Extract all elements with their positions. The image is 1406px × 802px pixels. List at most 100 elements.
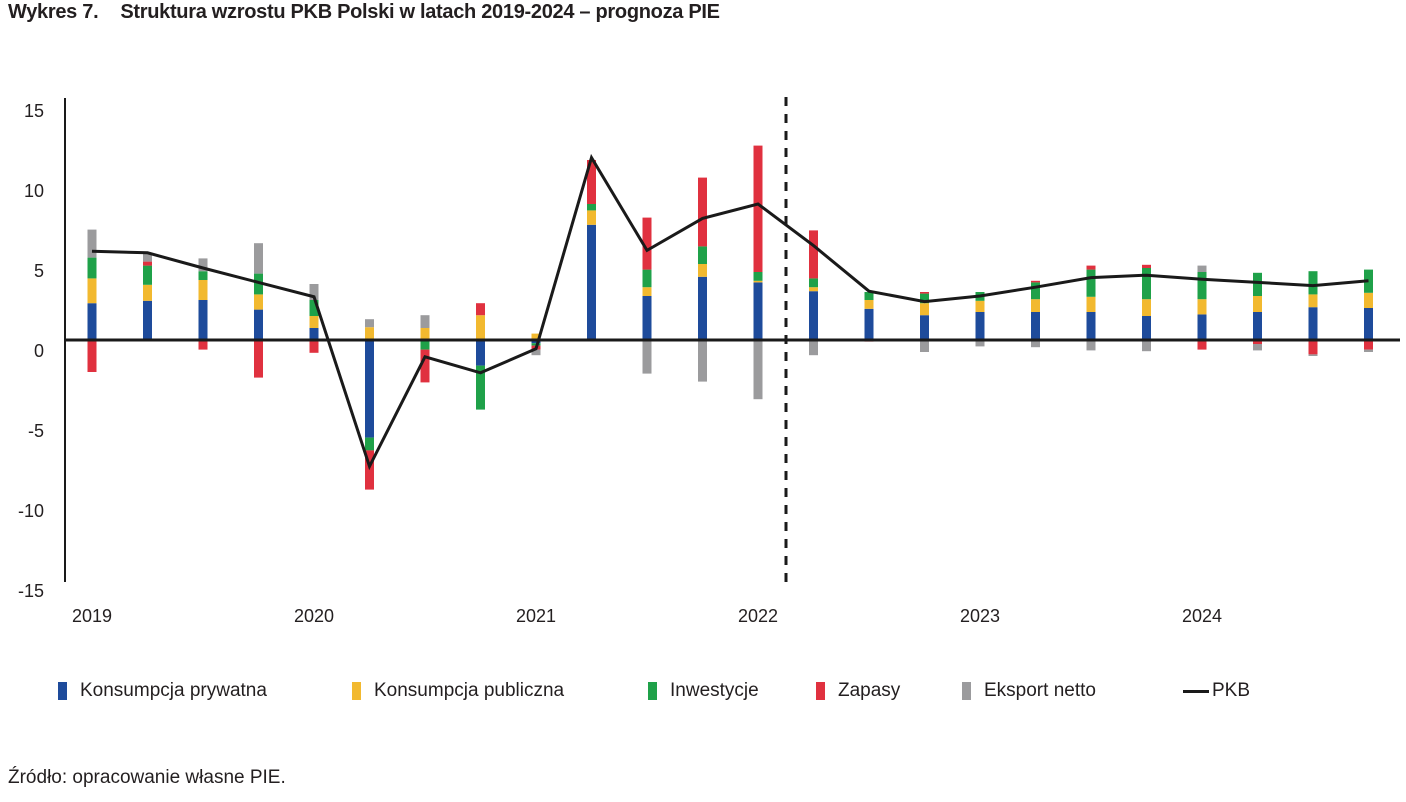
- bar-eksport-netto-2020Q2: [365, 319, 374, 328]
- legend-label: PKB: [1212, 680, 1251, 701]
- bar-stack-2023Q2: [1031, 280, 1040, 348]
- bar-konsumpcja-publiczna-2020Q2: [365, 327, 374, 340]
- bar-inwestycje-2022Q4: [920, 293, 929, 304]
- bar-stack-2021Q2: [587, 160, 596, 340]
- bar-stack-2019Q4: [254, 243, 263, 378]
- bar-eksport-netto-2021Q4: [698, 340, 707, 382]
- legend: Konsumpcja prywatna Konsumpcja publiczna…: [0, 680, 1406, 706]
- bar-inwestycje-2024Q3: [1308, 271, 1318, 295]
- bar-inwestycje-2024Q1: [1197, 272, 1207, 300]
- legend-swatch-grey: [962, 682, 971, 700]
- figure-number: Wykres 7.: [8, 1, 99, 23]
- bar-konsumpcja-publiczna-2020Q4: [476, 315, 485, 340]
- legend-item-konsumpcja-publiczna: Konsumpcja publiczna: [352, 680, 564, 702]
- legend-label: Eksport netto: [984, 680, 1096, 701]
- y-tick-label: -15: [18, 581, 44, 601]
- bar-eksport-netto-2024Q3: [1308, 354, 1318, 356]
- bar-konsumpcja-prywatna-2019Q1: [87, 303, 97, 340]
- y-tick-label: -5: [28, 421, 44, 441]
- bar-konsumpcja-prywatna-2023Q4: [1142, 316, 1151, 340]
- bar-inwestycje-2020Q1: [309, 300, 319, 316]
- bar-zapasy-2023Q2: [1031, 280, 1040, 283]
- bar-inwestycje-2022Q1: [753, 272, 763, 281]
- bar-stack-2019Q1: [87, 229, 97, 372]
- bar-inwestycje-2019Q1: [87, 257, 97, 279]
- bar-eksport-netto-2020Q3: [420, 315, 430, 328]
- bar-konsumpcja-prywatna-2019Q3: [198, 300, 208, 340]
- bar-stack-2021Q4: [698, 177, 707, 382]
- bar-inwestycje-2020Q2: [365, 437, 374, 451]
- bar-eksport-netto-2019Q4: [254, 243, 263, 274]
- bar-inwestycje-2022Q2: [809, 278, 818, 288]
- bar-inwestycje-2019Q4: [254, 273, 263, 295]
- bar-stack-2024Q1: [1197, 265, 1207, 350]
- legend-item-konsumpcja-prywatna: Konsumpcja prywatna: [58, 680, 267, 702]
- bar-zapasy-2020Q3: [420, 349, 430, 383]
- figure-title: Struktura wzrostu PKB Polski w latach 20…: [120, 1, 720, 23]
- pkb-line: [91, 153, 1369, 471]
- bar-konsumpcja-prywatna-2024Q1: [1197, 314, 1207, 340]
- bar-konsumpcja-publiczna-2023Q1: [975, 300, 985, 312]
- bar-konsumpcja-prywatna-2023Q3: [1086, 312, 1096, 340]
- bar-konsumpcja-prywatna-2021Q1: [531, 340, 541, 344]
- bar-zapasy-2023Q3: [1086, 265, 1096, 270]
- y-tick-label: 10: [24, 181, 44, 201]
- bar-eksport-netto-2023Q4: [1142, 340, 1151, 352]
- bar-zapasy-2022Q1: [753, 145, 763, 272]
- x-tick-label: 2019: [72, 606, 112, 626]
- bar-konsumpcja-publiczna-2022Q4: [920, 303, 929, 316]
- bar-zapasy-2019Q4: [254, 340, 263, 378]
- bar-konsumpcja-publiczna-2019Q2: [143, 284, 152, 301]
- bar-konsumpcja-publiczna-2021Q1: [531, 333, 541, 340]
- bar-konsumpcja-publiczna-2020Q1: [309, 316, 319, 328]
- bar-konsumpcja-prywatna-2022Q1: [753, 282, 763, 340]
- bar-zapasy-2024Q1: [1197, 340, 1207, 350]
- bars: [87, 145, 1373, 490]
- legend-label: Inwestycje: [670, 680, 759, 701]
- bar-eksport-netto-2023Q3: [1086, 340, 1096, 351]
- bar-inwestycje-2021Q2: [587, 204, 596, 211]
- bar-eksport-netto-2023Q2: [1031, 340, 1040, 348]
- bar-konsumpcja-prywatna-2019Q2: [143, 300, 152, 340]
- y-tick-label: 0: [34, 341, 44, 361]
- bar-konsumpcja-publiczna-2023Q2: [1031, 299, 1040, 312]
- bar-eksport-netto-2022Q2: [809, 340, 818, 356]
- bar-konsumpcja-prywatna-2021Q4: [698, 276, 707, 340]
- bar-konsumpcja-publiczna-2023Q3: [1086, 296, 1096, 312]
- bar-stack-2019Q2: [143, 252, 152, 340]
- bar-inwestycje-2023Q4: [1142, 268, 1151, 300]
- y-axis-ticks: 15 10 5 0 -5 -10 -15: [18, 101, 44, 601]
- bar-zapasy-2024Q4: [1364, 340, 1373, 350]
- bar-zapasy-2021Q3: [642, 217, 652, 270]
- bar-konsumpcja-publiczna-2024Q3: [1308, 294, 1318, 308]
- bar-eksport-netto-2020Q1: [309, 284, 319, 300]
- x-tick-label: 2022: [738, 606, 778, 626]
- bar-konsumpcja-prywatna-2024Q3: [1308, 307, 1318, 340]
- bar-inwestycje-2024Q2: [1253, 272, 1262, 296]
- bar-eksport-netto-2022Q1: [753, 340, 763, 400]
- y-tick-label: 5: [34, 261, 44, 281]
- bar-eksport-netto-2024Q1: [1197, 265, 1207, 272]
- bar-inwestycje-2021Q4: [698, 246, 707, 264]
- bar-stack-2022Q1: [753, 145, 763, 400]
- bar-zapasy-2024Q3: [1308, 340, 1318, 355]
- bar-zapasy-2024Q2: [1253, 340, 1262, 344]
- bar-konsumpcja-prywatna-2021Q2: [587, 224, 596, 340]
- bar-konsumpcja-prywatna-2020Q1: [309, 328, 319, 340]
- bar-konsumpcja-publiczna-2022Q2: [809, 287, 818, 292]
- bar-konsumpcja-prywatna-2023Q2: [1031, 312, 1040, 340]
- bar-stack-2020Q2: [365, 319, 374, 490]
- legend-swatch-yellow: [352, 682, 361, 700]
- bar-zapasy-2021Q4: [698, 177, 707, 247]
- bar-stack-2023Q3: [1086, 265, 1096, 351]
- bar-stack-2022Q3: [864, 292, 874, 342]
- bar-konsumpcja-prywatna-2024Q2: [1253, 312, 1262, 340]
- bar-stack-2024Q2: [1253, 272, 1262, 351]
- bar-inwestycje-2021Q3: [642, 269, 652, 288]
- bar-konsumpcja-prywatna-2022Q2: [809, 291, 818, 340]
- bar-eksport-netto-2021Q3: [642, 340, 652, 374]
- legend-label: Konsumpcja publiczna: [374, 680, 565, 701]
- bar-zapasy-2020Q2: [365, 450, 374, 490]
- legend-item-pkb: PKB: [1183, 680, 1250, 702]
- x-tick-label: 2020: [294, 606, 334, 626]
